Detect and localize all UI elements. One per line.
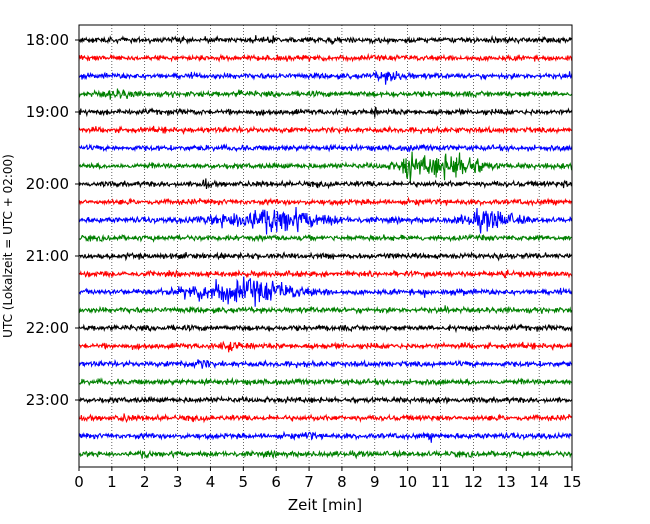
seismic-trace [78, 340, 573, 353]
x-tick-label: 9 [370, 473, 380, 491]
seismic-trace [78, 88, 573, 100]
x-axis: 0 1 2 3 4 5 6 7 8 9 10 11 12 13 14 15 [74, 467, 582, 491]
y-axis-label: UTC (Lokalzeit = UTC + 02:00) [1, 154, 15, 338]
seismic-trace [78, 34, 573, 46]
seismic-trace [78, 395, 573, 405]
x-tick-label: 6 [271, 473, 281, 491]
x-tick-label: 0 [74, 473, 84, 491]
seismic-trace [78, 305, 573, 315]
seismic-trace [78, 142, 573, 153]
seismic-trace [78, 151, 573, 182]
plot-frame [78, 24, 573, 468]
seismic-trace [78, 449, 573, 460]
seismic-trace [78, 52, 573, 63]
seismic-trace [78, 106, 573, 118]
seismic-trace [78, 70, 573, 85]
y-axis: 18:00 19:00 20:00 21:00 22:00 23:00 [26, 31, 79, 409]
x-tick-label: 12 [464, 473, 483, 491]
seismic-trace [78, 233, 573, 243]
seismic-trace [78, 359, 573, 370]
x-tick-label: 14 [530, 473, 549, 491]
x-tick-label: 3 [173, 473, 183, 491]
y-tick-label: 23:00 [26, 391, 69, 409]
y-tick-label: 20:00 [26, 175, 69, 193]
y-tick-label: 21:00 [26, 247, 69, 265]
seismic-trace [78, 430, 573, 443]
seismic-trace [78, 178, 573, 190]
seismic-trace [78, 376, 573, 387]
x-tick-label: 13 [497, 473, 516, 491]
x-axis-label: Zeit [min] [288, 496, 362, 514]
x-tick-label: 15 [562, 473, 581, 491]
x-tick-label: 8 [337, 473, 347, 491]
x-tick-label: 10 [398, 473, 417, 491]
seismic-trace [78, 413, 573, 424]
x-tick-label: 4 [206, 473, 216, 491]
y-tick-label: 18:00 [26, 31, 69, 49]
x-tick-label: 1 [107, 473, 117, 491]
y-tick-label: 22:00 [26, 319, 69, 337]
y-tick-label: 19:00 [26, 103, 69, 121]
seismic-trace [78, 251, 573, 262]
seismic-trace [78, 276, 573, 307]
x-tick-label: 11 [431, 473, 450, 491]
seismic-trace [78, 269, 573, 280]
x-tick-label: 5 [239, 473, 249, 491]
trace-layer [78, 34, 573, 460]
seismic-trace [78, 323, 573, 334]
x-tick-label: 7 [304, 473, 314, 491]
seismic-trace [78, 196, 573, 207]
seismic-trace [78, 125, 573, 136]
seismic-trace [78, 207, 573, 235]
x-tick-label: 2 [140, 473, 150, 491]
